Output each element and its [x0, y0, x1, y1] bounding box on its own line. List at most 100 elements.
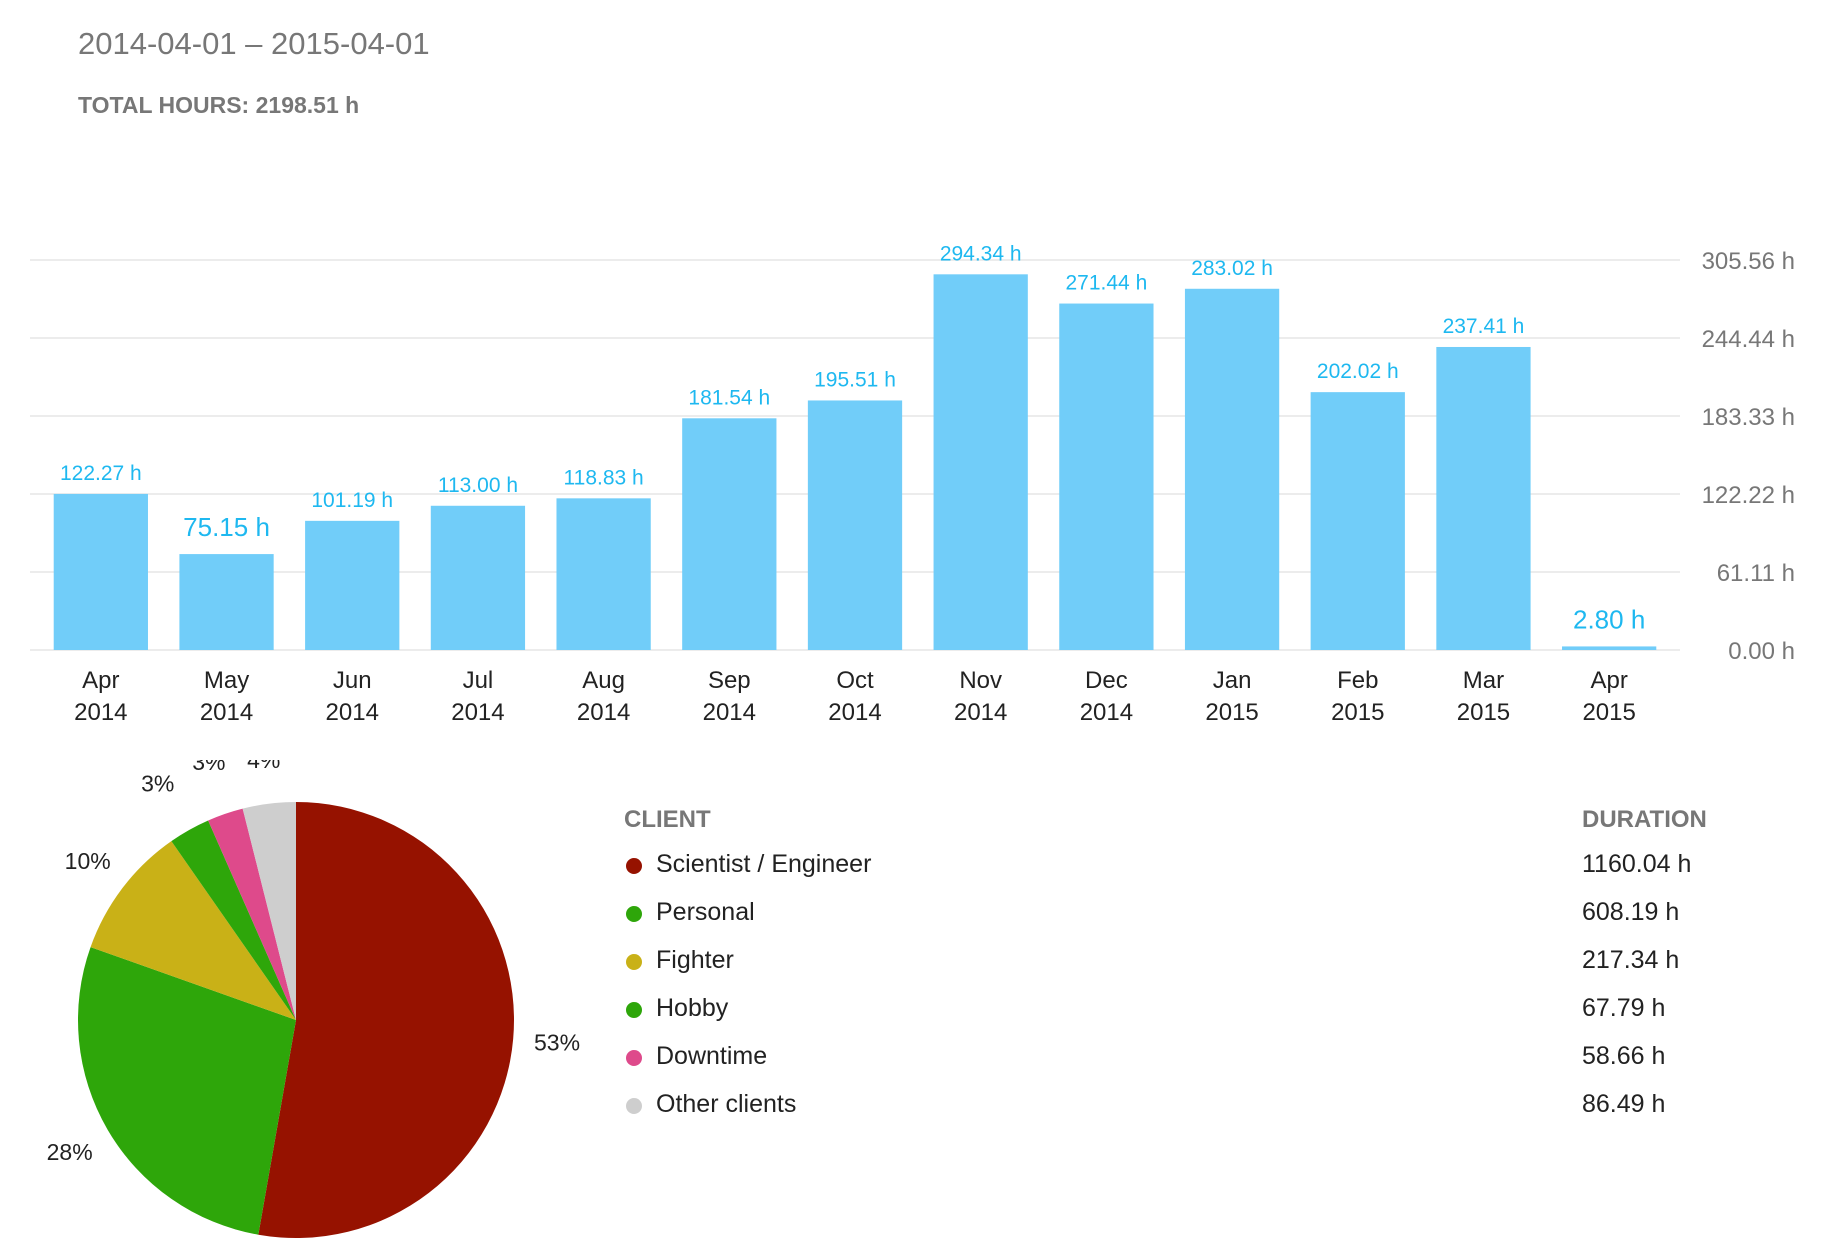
- bar: [53, 493, 148, 650]
- y-tick-label: 0.00 h: [1728, 638, 1795, 665]
- bar: [1562, 646, 1657, 650]
- client-name: Personal: [656, 898, 755, 926]
- x-tick-label: 2014: [200, 699, 253, 726]
- total-hours-value: 2198.51 h: [255, 92, 360, 118]
- y-tick-label: 122.22 h: [1702, 482, 1795, 509]
- color-dot: [626, 1098, 642, 1114]
- pie-slice: [171, 820, 296, 1020]
- x-tick-label: Sep: [708, 667, 751, 694]
- pie-percent-label: 3%: [192, 760, 225, 775]
- x-tick-label: Nov: [959, 667, 1002, 694]
- color-dot: [626, 1002, 642, 1018]
- client-name: Fighter: [656, 946, 734, 974]
- x-tick-label: 2014: [1080, 699, 1133, 726]
- bar: [179, 554, 274, 650]
- bar-value-label: 237.41 h: [1443, 315, 1525, 338]
- legend-row[interactable]: Scientist / Engineer 1160.04 h: [624, 846, 1714, 894]
- client-duration: 58.66 h: [1582, 1042, 1666, 1070]
- pie-slice: [258, 802, 515, 1238]
- legend-row[interactable]: Personal 608.19 h: [624, 894, 1714, 942]
- bar-value-label: 122.27 h: [60, 462, 142, 485]
- pie-percent-label: 28%: [47, 1139, 93, 1165]
- bar: [1310, 392, 1405, 650]
- x-tick-label: 2014: [828, 699, 881, 726]
- total-hours: TOTAL HOURS: 2198.51 h: [78, 92, 359, 119]
- client-legend: CLIENT DURATION Scientist / Engineer 116…: [624, 806, 1714, 1134]
- pie-percent-label: 53%: [534, 1030, 580, 1056]
- bar-value-label: 202.02 h: [1317, 360, 1399, 383]
- x-tick-label: 2014: [954, 699, 1007, 726]
- color-dot: [626, 1050, 642, 1066]
- bar: [430, 505, 526, 650]
- x-tick-label: 2015: [1205, 699, 1258, 726]
- legend-header: CLIENT DURATION: [624, 806, 1714, 846]
- client-duration: 608.19 h: [1582, 898, 1680, 926]
- bar-value-label: 2.80 h: [1573, 604, 1645, 634]
- bar-value-label: 118.83 h: [564, 466, 644, 489]
- bar-value-label: 271.44 h: [1066, 272, 1148, 295]
- bar: [1184, 288, 1280, 650]
- legend-row[interactable]: Fighter 217.34 h: [624, 942, 1714, 990]
- bar-value-label: 283.02 h: [1191, 257, 1273, 280]
- bar-value-label: 294.34 h: [940, 242, 1022, 265]
- y-tick-label: 61.11 h: [1717, 560, 1795, 587]
- x-tick-label: Jul: [463, 667, 494, 694]
- color-dot: [626, 858, 642, 874]
- color-dot: [626, 954, 642, 970]
- bar: [807, 400, 903, 650]
- x-tick-label: 2015: [1457, 699, 1510, 726]
- pie-slice: [90, 841, 296, 1020]
- pie-percent-label: 10%: [65, 848, 111, 874]
- client-duration: 67.79 h: [1582, 994, 1666, 1022]
- x-tick-label: 2014: [703, 699, 756, 726]
- x-tick-label: Oct: [836, 667, 874, 694]
- y-tick-label: 305.56 h: [1702, 248, 1795, 275]
- x-tick-label: 2014: [451, 699, 504, 726]
- legend-row[interactable]: Hobby 67.79 h: [624, 990, 1714, 1038]
- x-tick-label: Feb: [1337, 667, 1378, 694]
- x-tick-label: Jun: [333, 667, 372, 694]
- pie-slice: [208, 808, 296, 1020]
- client-duration: 1160.04 h: [1582, 850, 1692, 878]
- total-hours-label: TOTAL HOURS:: [78, 92, 250, 118]
- bar-value-label: 101.19 h: [311, 489, 393, 512]
- color-dot: [626, 906, 642, 922]
- y-tick-label: 244.44 h: [1702, 326, 1795, 353]
- duration-column-header: DURATION: [1582, 806, 1707, 833]
- x-tick-label: Apr: [1590, 667, 1627, 694]
- x-tick-label: May: [204, 667, 249, 694]
- legend-row[interactable]: Downtime 58.66 h: [624, 1038, 1714, 1086]
- pie-percent-label: 3%: [141, 771, 174, 797]
- client-name: Downtime: [656, 1042, 768, 1070]
- legend-row[interactable]: Other clients 86.49 h: [624, 1086, 1714, 1134]
- client-duration: 86.49 h: [1582, 1090, 1666, 1118]
- x-tick-label: 2015: [1582, 699, 1635, 726]
- x-tick-label: 2014: [326, 699, 379, 726]
- x-tick-label: Jan: [1213, 667, 1252, 694]
- x-tick-label: 2014: [577, 699, 630, 726]
- bar: [933, 274, 1028, 650]
- x-tick-label: Aug: [582, 667, 625, 694]
- x-tick-label: 2015: [1331, 699, 1384, 726]
- bar: [1059, 303, 1154, 650]
- x-tick-label: Dec: [1085, 667, 1128, 694]
- client-duration: 217.34 h: [1582, 946, 1680, 974]
- client-name: Other clients: [656, 1090, 797, 1118]
- bar: [1436, 346, 1531, 650]
- pie-slice: [77, 947, 296, 1235]
- client-column-header: CLIENT: [624, 806, 711, 833]
- bar-value-label: 75.15 h: [183, 512, 270, 542]
- bar: [305, 520, 400, 650]
- y-tick-label: 183.33 h: [1702, 404, 1795, 431]
- bar: [682, 418, 777, 650]
- pie-chart: 53% 28% 10% 3% 3% 4%: [47, 760, 580, 1238]
- bar: [556, 498, 651, 650]
- pie-slice: [242, 802, 296, 1020]
- x-tick-label: Mar: [1463, 667, 1504, 694]
- date-range: 2014-04-01 – 2015-04-01: [78, 26, 430, 61]
- bar-value-label: 181.54 h: [688, 386, 770, 409]
- bar-value-label: 195.51 h: [814, 368, 896, 391]
- pie-percent-label: 4%: [247, 760, 280, 773]
- x-tick-label: Apr: [82, 667, 119, 694]
- bar-value-label: 113.00 h: [438, 474, 518, 497]
